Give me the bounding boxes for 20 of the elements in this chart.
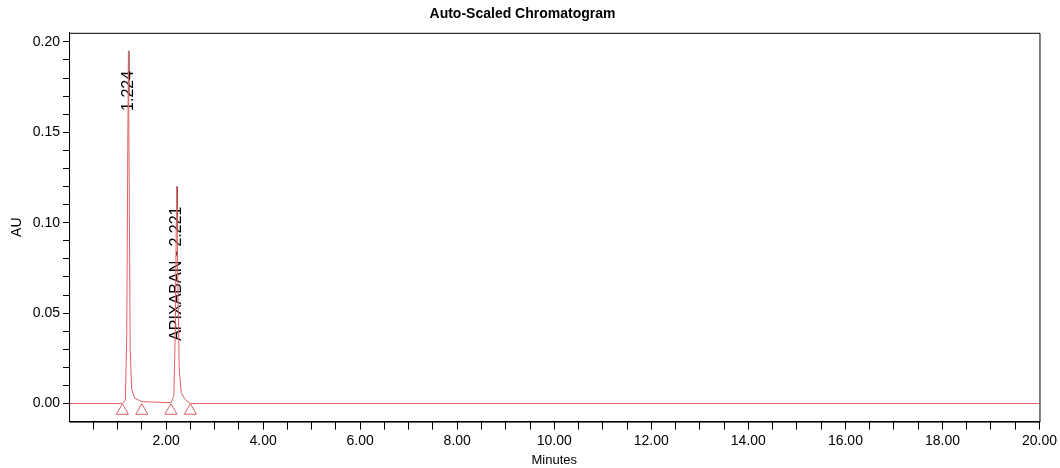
x-tick-label: 14.00 [730, 431, 767, 448]
x-tick-label: 20.00 [1021, 431, 1058, 448]
x-axis-title: Minutes [531, 451, 578, 467]
y-axis-title: AU [8, 217, 25, 237]
y-tick-label: 0.00 [32, 394, 61, 411]
x-tick-label: 12.00 [633, 431, 670, 448]
annotation: 1.224 [118, 70, 136, 111]
x-tick-label: 2.00 [152, 431, 180, 448]
annotation: APIXABAN - 2.221 [167, 206, 185, 341]
y-tick-label: 0.15 [32, 123, 61, 140]
y-tick-label: 0.20 [32, 32, 61, 49]
y-tick-label: 0.10 [32, 213, 61, 230]
x-tick-label: 4.00 [249, 431, 277, 448]
x-tick-label: 8.00 [443, 431, 472, 448]
x-tick-label: 6.00 [346, 431, 375, 448]
y-tick-label: 0.05 [32, 303, 61, 320]
chart-title: Auto-Scaled Chromatogram [429, 5, 616, 22]
x-tick-label: 10.00 [536, 431, 572, 448]
x-tick-label: 18.00 [924, 431, 961, 448]
x-tick-label: 16.00 [827, 431, 864, 448]
